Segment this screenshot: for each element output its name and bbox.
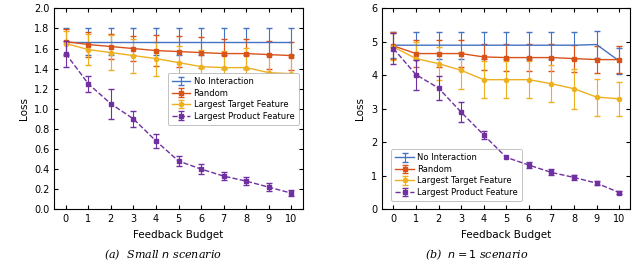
Legend: No Interaction, Random, Largest Target Feature, Largest Product Feature: No Interaction, Random, Largest Target F… (391, 149, 522, 201)
Y-axis label: Loss: Loss (355, 97, 365, 120)
X-axis label: Feedback Budget: Feedback Budget (461, 230, 552, 240)
Y-axis label: Loss: Loss (19, 97, 29, 120)
Text: (b)  $n = 1$ scenario: (b) $n = 1$ scenario (425, 248, 529, 262)
Legend: No Interaction, Random, Largest Target Feature, Largest Product Feature: No Interaction, Random, Largest Target F… (168, 73, 298, 125)
Text: (a)  Small $n$ scenario: (a) Small $n$ scenario (104, 248, 222, 262)
X-axis label: Feedback Budget: Feedback Budget (133, 230, 223, 240)
